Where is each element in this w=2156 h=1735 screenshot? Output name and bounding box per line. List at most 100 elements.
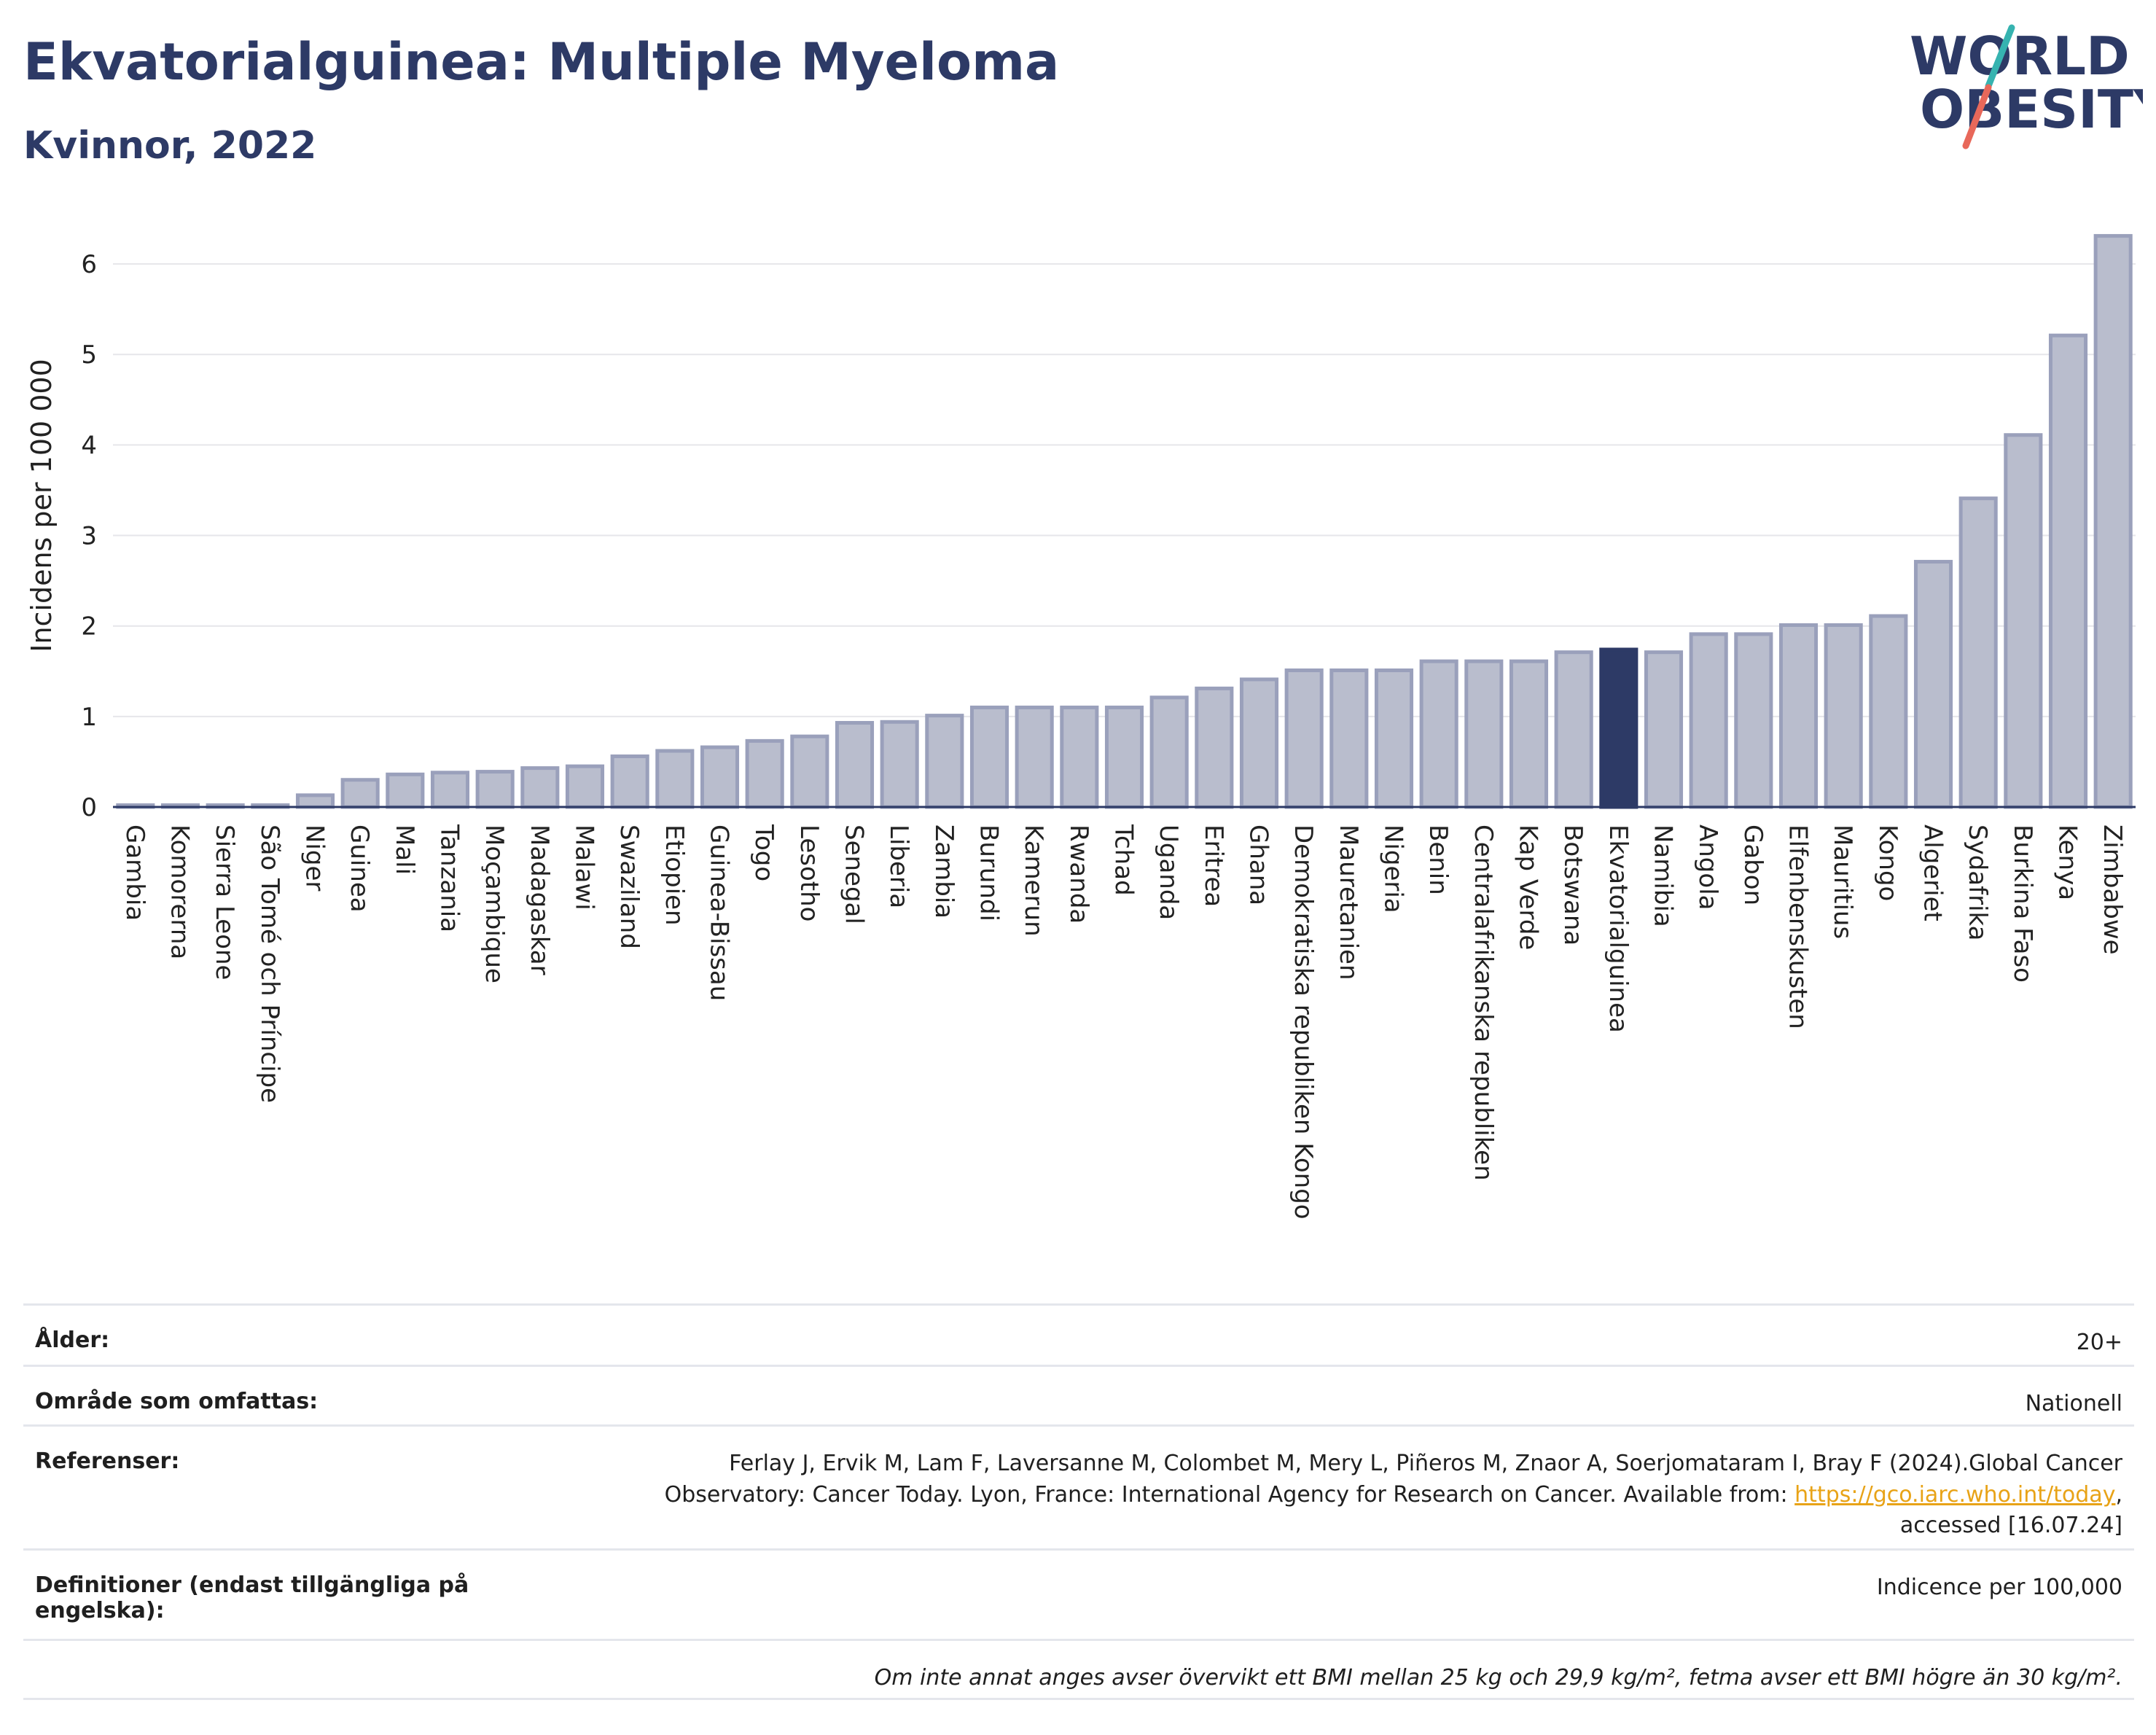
bar-tanzania xyxy=(430,771,470,809)
bar-rwanda xyxy=(1060,705,1099,809)
x-axis: Gambia Komorerna Sierra Leone São Tomé och … xyxy=(113,806,2136,1220)
bar-zimbabwe xyxy=(2093,234,2133,809)
y-tick-label: 4 xyxy=(81,431,97,460)
x-tick-label: Zambia xyxy=(929,824,958,919)
y-tick-label: 1 xyxy=(81,703,97,732)
bar-mo-ambique xyxy=(475,770,515,809)
meta-row-references: Referenser: Ferlay J, Ervik M, Lam F, La… xyxy=(23,1424,2134,1548)
x-tick-label: Guinea xyxy=(345,824,374,913)
x-tick-label: Liberia xyxy=(884,824,913,908)
x-tick-label: Elfenbenskusten xyxy=(1784,824,1813,1029)
y-axis-label: Incidens per 100 000 xyxy=(26,359,58,652)
x-tick-label: Uganda xyxy=(1154,824,1183,920)
bar-burkina-faso xyxy=(2004,433,2043,809)
page-title: Ekvatorialguinea: Multiple Myeloma xyxy=(23,32,1060,92)
bar-namibia xyxy=(1644,650,1684,809)
logo-text-world: WORLD xyxy=(1910,26,2130,87)
bar-mauritius xyxy=(1824,623,1863,809)
x-tick-label: Senegal xyxy=(840,824,869,924)
x-tick-label: Swaziland xyxy=(614,824,644,949)
x-tick-label: Togo xyxy=(749,824,778,881)
bar-tchad xyxy=(1104,705,1144,809)
bar-sydafrika xyxy=(1958,496,1998,809)
x-tick-label: Botswana xyxy=(1558,824,1587,946)
reference-line-1: Ferlay J, Ervik M, Lam F, Laversanne M, … xyxy=(729,1451,2122,1476)
bar-nigeria xyxy=(1374,668,1414,809)
meta-row-definitions: Definitioner (endast tillgängliga på eng… xyxy=(23,1548,2134,1639)
x-tick-label: Zimbabwe xyxy=(2098,824,2127,955)
x-tick-label: Komorerna xyxy=(165,824,195,959)
x-tick-label: Sydafrika xyxy=(1963,824,1992,940)
bar-uganda xyxy=(1149,695,1189,809)
y-tick-label: 0 xyxy=(81,793,97,822)
x-tick-label: Kongo xyxy=(1873,824,1902,901)
x-tick-label: Sierra Leone xyxy=(210,824,239,980)
x-tick-label: Angola xyxy=(1693,824,1722,910)
bar-kenya xyxy=(2048,333,2088,809)
x-tick-label: Gambia xyxy=(120,824,149,921)
bar-senegal xyxy=(835,721,875,809)
x-tick-label: Nigeria xyxy=(1379,824,1408,913)
bar-togo xyxy=(745,738,784,809)
x-tick-label: Etiopien xyxy=(660,824,689,926)
bar-liberia xyxy=(880,720,919,809)
reference-line-2: Observatory: Cancer Today. Lyon, France:… xyxy=(664,1481,1788,1508)
x-tick-label: Mauritius xyxy=(1828,824,1857,939)
references-label: Referenser: xyxy=(35,1449,180,1474)
x-tick-label: Kamerun xyxy=(1019,824,1048,937)
y-tick-label: 6 xyxy=(81,250,97,279)
bar-kamerun xyxy=(1015,705,1054,809)
bar-ghana xyxy=(1239,677,1279,809)
bar-madagaskar xyxy=(520,766,560,809)
bar-mali xyxy=(386,772,425,809)
logo-slash-bottom xyxy=(1962,84,1992,149)
area-value: Nationell xyxy=(2025,1391,2122,1416)
x-tick-label: Tchad xyxy=(1109,824,1138,896)
logo-text-obesity: OBESITY xyxy=(1920,79,2143,140)
x-tick-label: Guinea-Bissau xyxy=(705,824,734,1001)
bar-algeriet xyxy=(1913,560,1953,809)
meta-row-note: Om inte annat anges avser övervikt ett B… xyxy=(23,1639,2134,1700)
x-tick-label: Gabon xyxy=(1738,824,1768,905)
bar-zambia xyxy=(925,714,964,809)
x-tick-label: Burkina Faso xyxy=(2008,824,2037,983)
logo-slash-top xyxy=(1985,24,2015,90)
bar-kap-verde xyxy=(1509,659,1549,809)
bar-niger xyxy=(295,793,335,809)
bar-ekvatorialguinea xyxy=(1599,647,1639,809)
meta-row-age: Ålder: 20+ xyxy=(23,1303,2134,1365)
metadata-table: Ålder: 20+ Område som omfattas: Nationel… xyxy=(23,1303,2134,1700)
definitions-value: Indicence per 100,000 xyxy=(1876,1575,2122,1600)
bar-demokratiska-republiken-kongo xyxy=(1284,668,1324,809)
area-label: Område som omfattas: xyxy=(35,1389,319,1414)
y-tick-label: 2 xyxy=(81,612,97,642)
y-tick-label: 3 xyxy=(81,522,97,551)
bar-guinea-bissau xyxy=(700,745,740,809)
definitions-label: Definitioner (endast tillgängliga på eng… xyxy=(35,1572,469,1623)
meta-row-area: Område som omfattas: Nationell xyxy=(23,1365,2134,1424)
bar-guinea xyxy=(340,778,380,809)
bar-lesotho xyxy=(790,734,829,809)
bar-burundi xyxy=(969,705,1009,809)
y-tick-label: 5 xyxy=(81,340,97,370)
bar-swaziland xyxy=(610,754,649,809)
bar-etiopien xyxy=(655,749,695,809)
bar-elfenbenskusten xyxy=(1778,623,1819,809)
age-label: Ålder: xyxy=(35,1327,110,1353)
x-tick-label: Benin xyxy=(1423,824,1453,895)
age-value: 20+ xyxy=(2076,1330,2122,1355)
x-tick-label: São Tomé och Príncipe xyxy=(255,824,284,1103)
x-tick-label: Malawi xyxy=(570,824,599,911)
x-tick-label: Moçambique xyxy=(480,824,509,983)
x-tick-label: Kenya xyxy=(2053,824,2082,900)
bar-botswana xyxy=(1554,650,1593,809)
reference-link[interactable]: https://gco.iarc.who.int/today xyxy=(1794,1481,2116,1508)
x-tick-label: Burundi xyxy=(975,824,1004,921)
x-tick-label: Madagaskar xyxy=(525,824,554,975)
bar-malawi xyxy=(565,764,605,809)
bar-chart: 0 1 2 3 4 5 6 Gambia Komorerna Sierra Leone São T… xyxy=(26,234,2136,1220)
bars xyxy=(116,234,2133,809)
x-tick-label: Ekvatorialguinea xyxy=(1604,824,1633,1033)
bar-kongo xyxy=(1869,614,1908,809)
references-value: Ferlay J, Ervik M, Lam F, Laversanne M, … xyxy=(664,1451,2122,1539)
